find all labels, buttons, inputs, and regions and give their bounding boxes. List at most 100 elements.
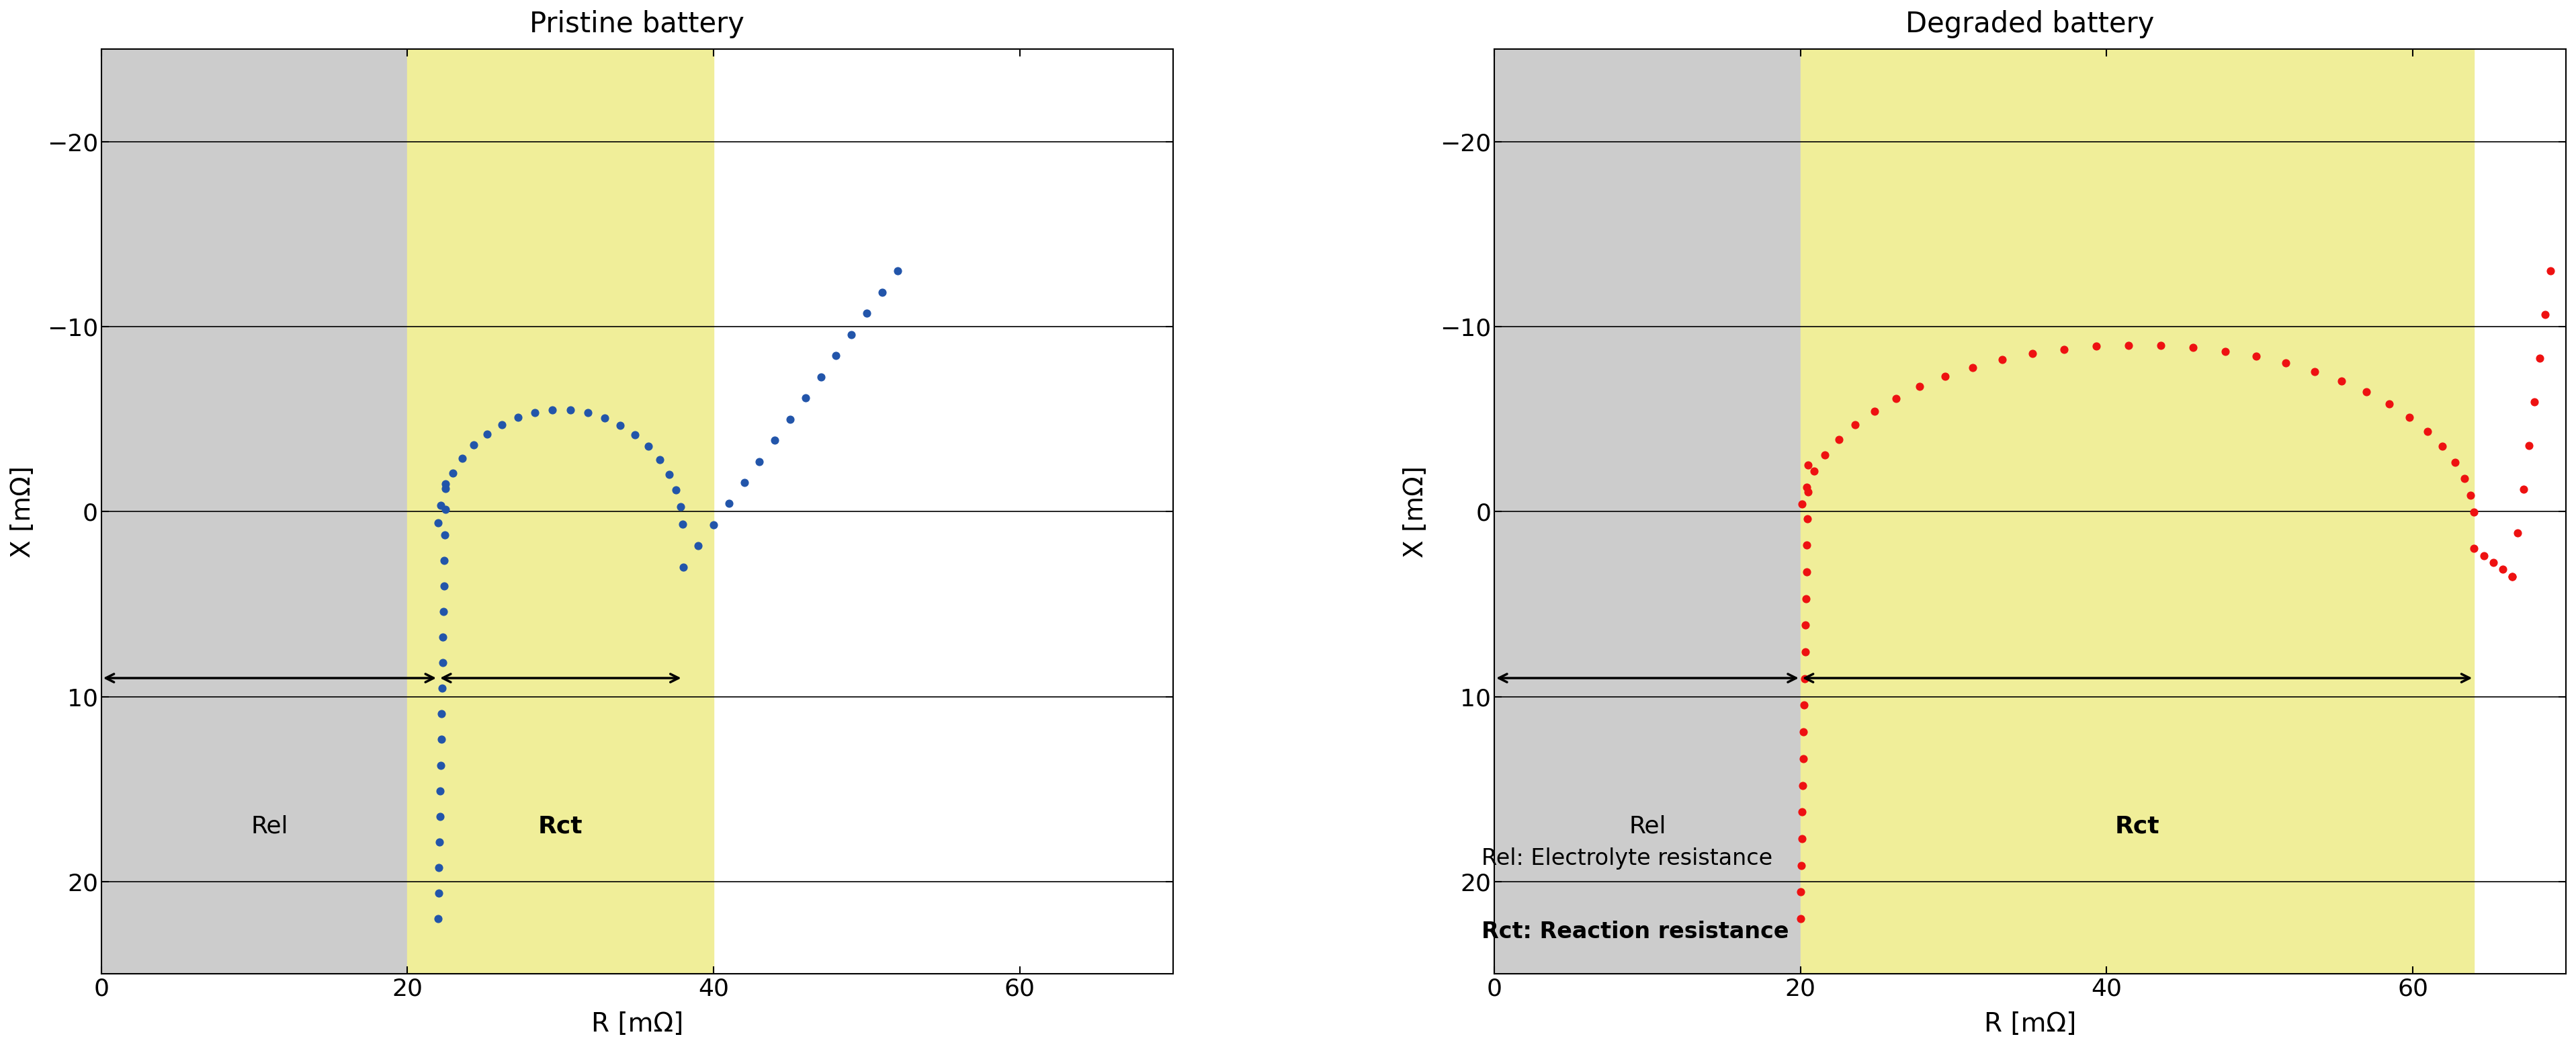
Point (2172, 339, 2213, 356)
Point (2293, 363, 2334, 380)
Point (425, 502, 466, 518)
Text: Rel: Electrolyte resistance: Rel: Electrolyte resistance (1481, 847, 1772, 870)
Point (422, 578, 464, 595)
Point (1788, 510, 1829, 527)
Point (2463, 548, 2504, 564)
Point (2445, 470, 2486, 487)
Point (1783, 803, 1824, 820)
Point (1803, 446, 1844, 463)
Point (801, 369, 842, 385)
Point (531, 402, 572, 419)
Point (567, 404, 608, 421)
Point (639, 451, 680, 468)
Point (654, 482, 696, 498)
X-axis label: R [mΩ]: R [mΩ] (590, 1011, 683, 1037)
Point (616, 426, 657, 443)
Point (662, 559, 703, 576)
Point (2205, 342, 2246, 359)
Bar (100, 49, 407, 974)
Point (425, 552, 466, 569)
Point (1783, 777, 1824, 794)
Point (1783, 697, 1824, 714)
Point (420, 782, 461, 799)
Point (425, 481, 466, 497)
Point (786, 389, 827, 406)
Point (2496, 525, 2537, 541)
Point (1819, 431, 1860, 448)
Point (659, 498, 701, 515)
Point (1785, 563, 1826, 580)
Point (2043, 341, 2084, 358)
Point (876, 263, 917, 280)
Point (2141, 337, 2182, 354)
Point (2452, 540, 2494, 557)
Text: Rct: Rct (538, 815, 582, 838)
Point (1953, 359, 1994, 376)
Point (2452, 504, 2494, 520)
Point (425, 475, 466, 492)
Point (1780, 910, 1821, 927)
Y-axis label: X [mΩ]: X [mΩ] (10, 466, 36, 558)
Point (2264, 355, 2306, 372)
Point (2514, 394, 2555, 410)
Point (1783, 496, 1824, 513)
Point (1793, 463, 1834, 480)
Point (845, 305, 886, 321)
Point (1785, 670, 1826, 687)
Point (2483, 561, 2524, 578)
Point (2421, 438, 2463, 454)
Y-axis label: X [mΩ]: X [mΩ] (1404, 466, 1430, 558)
Point (1924, 367, 1965, 384)
Point (417, 910, 459, 927)
Point (2107, 337, 2148, 354)
Point (677, 537, 719, 554)
Point (600, 417, 641, 433)
Point (466, 425, 507, 442)
Bar (1801, 49, 2473, 974)
Point (420, 731, 461, 748)
Point (2388, 409, 2429, 426)
Point (422, 629, 464, 646)
Title: Degraded battery: Degraded battery (1906, 10, 2154, 39)
Point (817, 348, 858, 364)
Point (417, 859, 459, 875)
Point (1875, 389, 1917, 406)
Point (1834, 417, 1875, 433)
Point (422, 603, 464, 620)
Point (1780, 856, 1821, 873)
Point (2236, 348, 2277, 364)
Text: Rct: Reaction resistance: Rct: Reaction resistance (1481, 920, 1788, 943)
X-axis label: R [mΩ]: R [mΩ] (1984, 1011, 2076, 1037)
Point (739, 453, 781, 470)
Point (662, 516, 703, 533)
Point (425, 527, 466, 543)
Point (860, 284, 902, 300)
Point (433, 465, 474, 482)
Point (629, 438, 670, 454)
Point (420, 833, 461, 850)
Text: Rct: Rct (2115, 815, 2159, 838)
Point (2524, 307, 2566, 324)
Point (2450, 487, 2491, 504)
Point (417, 514, 459, 531)
Point (1780, 884, 1821, 900)
Point (1783, 723, 1824, 740)
Point (417, 885, 459, 901)
Point (482, 416, 523, 432)
Point (832, 326, 873, 342)
Bar (1494, 49, 1801, 974)
Point (1788, 484, 1829, 500)
Point (1855, 403, 1896, 420)
Point (1785, 480, 1826, 496)
Text: Rel: Rel (250, 815, 289, 838)
Point (1785, 644, 1826, 661)
Point (1783, 751, 1824, 767)
Point (755, 431, 796, 448)
Point (2491, 567, 2532, 584)
Point (2076, 338, 2117, 355)
Point (649, 466, 690, 483)
Title: Pristine battery: Pristine battery (531, 10, 744, 39)
Point (2367, 396, 2409, 413)
Point (420, 706, 461, 722)
Point (515, 404, 556, 421)
